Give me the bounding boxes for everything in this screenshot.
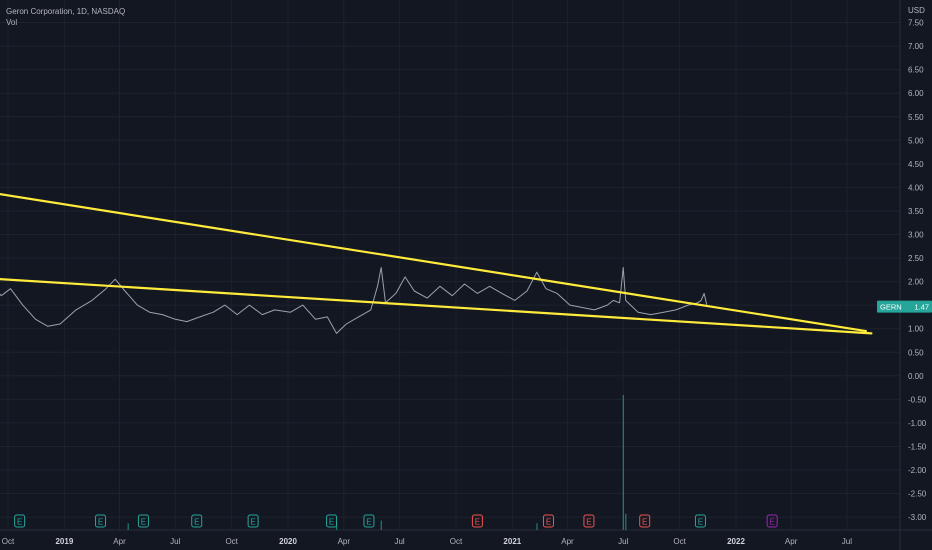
currency-label: USD (908, 6, 925, 15)
price-tick-label: -2.50 (908, 490, 927, 499)
earnings-marker[interactable] (471, 514, 483, 528)
volume-bar (622, 395, 624, 530)
earnings-marker[interactable] (363, 514, 375, 528)
price-tick-label: 7.00 (908, 42, 924, 51)
time-tick-label: Apr (113, 537, 126, 546)
price-tick-label: 1.00 (908, 325, 924, 334)
trendline[interactable] (0, 192, 868, 333)
earnings-marker-label: E (586, 518, 591, 527)
time-tick-label: Jul (394, 537, 404, 546)
time-tick-label: Jul (170, 537, 180, 546)
earnings-marker-label: E (329, 518, 334, 527)
price-tick-label: 3.50 (908, 207, 924, 216)
earnings-marker-label: E (17, 518, 22, 527)
earnings-marker[interactable] (137, 514, 149, 528)
price-tick-label: 2.00 (908, 278, 924, 287)
price-tick-label: 6.50 (908, 66, 924, 75)
earnings-marker[interactable] (583, 514, 595, 528)
time-tick-label: 2022 (727, 537, 745, 546)
trendline[interactable] (0, 277, 873, 335)
time-tick-label: Jul (618, 537, 628, 546)
time-tick-label: Apr (561, 537, 574, 546)
chart-legend: Geron Corporation, 1D, NASDAQ Vol (6, 6, 125, 28)
earnings-marker-label: E (475, 518, 480, 527)
time-tick-label: Oct (2, 537, 15, 546)
time-tick-label: Oct (450, 537, 463, 546)
price-tick-label: 5.50 (908, 113, 924, 122)
price-tick-label: 4.00 (908, 183, 924, 192)
earnings-marker[interactable] (766, 514, 778, 528)
price-tick-label: 4.50 (908, 160, 924, 169)
earnings-marker[interactable] (191, 514, 203, 528)
earnings-marker-label: E (769, 518, 774, 527)
price-tick-label: 2.50 (908, 254, 924, 263)
last-price-symbol: GERN (880, 303, 902, 312)
earnings-marker[interactable] (326, 514, 338, 528)
earnings-marker[interactable] (95, 514, 107, 528)
earnings-marker-label: E (546, 518, 551, 527)
earnings-marker[interactable] (639, 514, 651, 528)
price-tick-label: 5.00 (908, 136, 924, 145)
volume-indicator-label[interactable]: Vol (6, 18, 18, 27)
earnings-marker-label: E (250, 518, 255, 527)
earnings-marker[interactable] (14, 514, 26, 528)
volume-bar (380, 520, 382, 530)
earnings-marker-label: E (366, 518, 371, 527)
last-price-value: 1.47 (914, 303, 929, 312)
last-price-badge (877, 300, 932, 313)
volume-bar (536, 523, 538, 530)
price-tick-label: 3.00 (908, 231, 924, 240)
time-tick-label: Apr (338, 537, 351, 546)
earnings-marker-label: E (642, 518, 647, 527)
volume-bar (127, 523, 129, 530)
earnings-marker-label: E (141, 518, 146, 527)
earnings-marker-label: E (698, 518, 703, 527)
earnings-marker[interactable] (694, 514, 706, 528)
price-tick-label: 0.50 (908, 348, 924, 357)
price-tick-label: 6.00 (908, 89, 924, 98)
time-tick-label: Jul (842, 537, 852, 546)
price-tick-label: -2.00 (908, 466, 927, 475)
price-tick-label: -3.00 (908, 513, 927, 522)
earnings-marker[interactable] (247, 514, 259, 528)
earnings-marker-label: E (98, 518, 103, 527)
price-tick-label: -1.50 (908, 442, 927, 451)
price-tick-label: -1.00 (908, 419, 927, 428)
time-tick-label: Oct (673, 537, 686, 546)
symbol-title[interactable]: Geron Corporation, 1D, NASDAQ (6, 7, 126, 16)
price-tick-label: 7.50 (908, 19, 924, 28)
price-tick-label: -0.50 (908, 395, 927, 404)
earnings-marker[interactable] (542, 514, 554, 528)
time-tick-label: 2021 (503, 537, 521, 546)
time-tick-label: 2019 (55, 537, 73, 546)
price-tick-label: 0.00 (908, 372, 924, 381)
time-tick-label: Apr (785, 537, 798, 546)
volume-bar (625, 513, 627, 530)
earnings-marker-label: E (194, 518, 199, 527)
time-tick-label: 2020 (279, 537, 297, 546)
time-tick-label: Oct (225, 537, 238, 546)
